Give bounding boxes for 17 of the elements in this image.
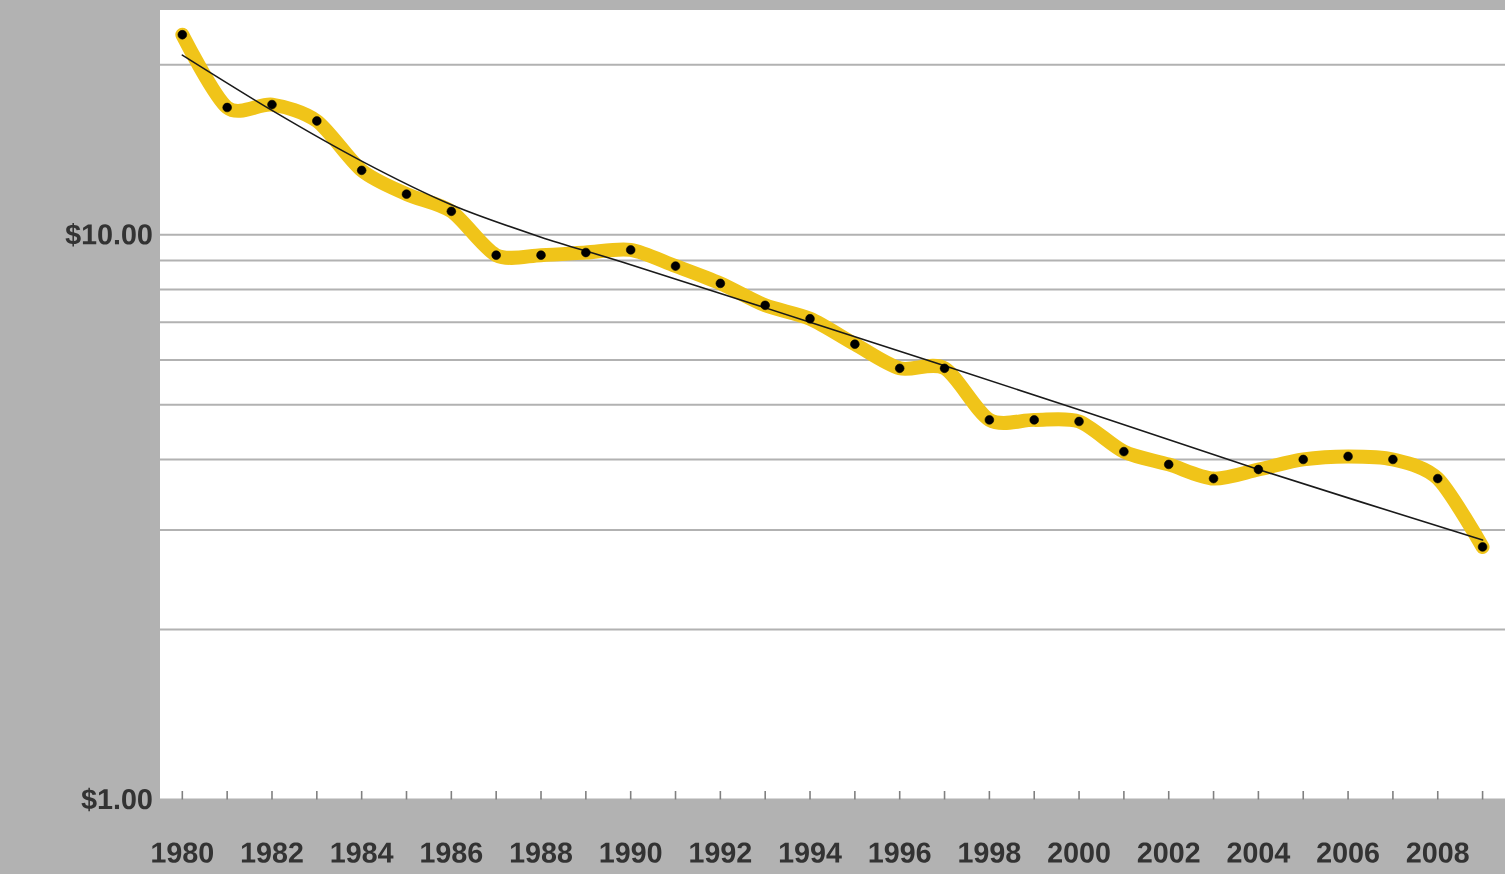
x-tick-label: 1990 [600,842,662,863]
y-tick-label: $1.00 [81,787,152,811]
x-tick-label: 1982 [241,842,303,863]
x-tick-label: 1994 [779,842,842,863]
x-tick-label: 1988 [510,842,572,863]
x-tick-label: 1980 [152,842,214,863]
x-tick-label: 2002 [1137,842,1200,863]
x-tick-label: 1996 [869,842,931,863]
x-tick-label: 2000 [1048,842,1110,863]
x-tick-label: 1998 [959,842,1021,863]
x-tick-label: 2006 [1317,842,1379,863]
x-tick-label: 2004 [1227,842,1291,863]
x-tick-label: 1984 [331,842,394,863]
x-tick-label: 2008 [1406,842,1469,863]
x-tick-label: 1986 [421,842,483,863]
x-tick-label: 1992 [690,842,752,863]
y-tick-label: $10.00 [65,222,152,247]
